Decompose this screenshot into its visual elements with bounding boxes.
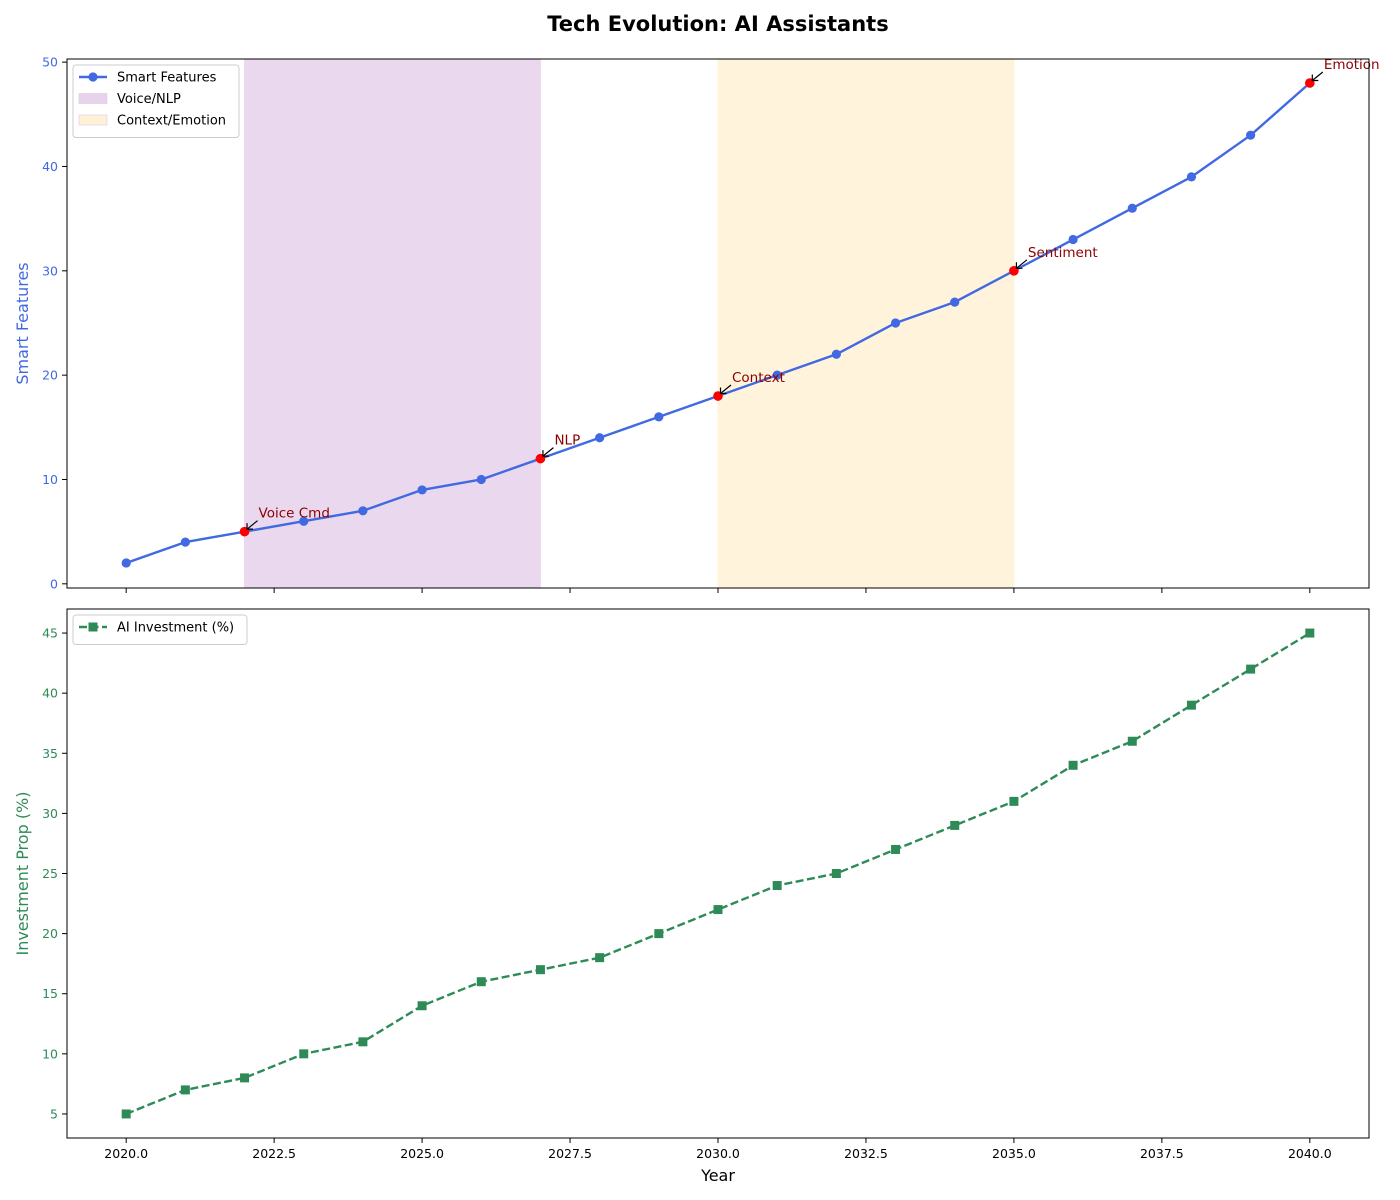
y-tick-label: 40 (42, 159, 58, 174)
data-point (476, 474, 486, 485)
data-point (950, 297, 960, 307)
data-point (358, 1037, 368, 1047)
data-point (1305, 628, 1315, 638)
legend-entry-2: Voice/NLP (78, 92, 181, 107)
data-point (1246, 130, 1256, 140)
legend-box (72, 614, 248, 645)
data-point (417, 1001, 427, 1011)
data-point (1186, 172, 1197, 182)
annotation-arrow (1015, 259, 1028, 269)
data-point (535, 965, 545, 975)
annotation-arrow (246, 520, 258, 530)
legend-label: Voice/NLP (117, 92, 181, 107)
annotation-label: NLP (554, 433, 580, 449)
legend-box (72, 64, 240, 138)
x-tick-label: 2040.0 (1288, 1146, 1332, 1161)
data-point (654, 929, 664, 939)
x-tick-label: 2035.0 (992, 1146, 1036, 1161)
y-tick-label: 10 (42, 1046, 58, 1061)
axes-frame (66, 58, 1370, 589)
data-point (299, 516, 309, 526)
y-tick-label: 20 (42, 368, 58, 383)
y-tick-label: 10 (42, 472, 58, 487)
x-tick-label: 2037.5 (1140, 1146, 1184, 1161)
legend-entry-1: AI Investment (%) (79, 621, 234, 636)
legend-label: Smart Features (117, 71, 217, 86)
x-tick-label: 2020.0 (104, 1146, 148, 1161)
y-tick-label: 40 (42, 686, 58, 701)
y-axis-label: Smart Features (13, 262, 32, 384)
y-tick-label: 15 (42, 986, 58, 1001)
data-point (476, 977, 486, 987)
legend-label: Context/Emotion (117, 114, 226, 129)
y-tick-label: 20 (42, 926, 58, 941)
data-point (417, 485, 427, 495)
annotation-arrow (1311, 71, 1324, 82)
x-tick-label: 2022.5 (252, 1146, 296, 1161)
y-axis-label: Investment Prop (%) (13, 791, 32, 955)
data-point (1068, 234, 1078, 245)
data-point (654, 412, 664, 422)
y-tick-label: 35 (42, 746, 58, 761)
series-line-1 (125, 632, 1311, 1116)
smart-features-panel: 0 10 20 30 40 50 Smart Features Voice Cmd NLP Con… (13, 55, 1380, 593)
legend-entry-1: Smart Features (79, 71, 217, 86)
annotation-label: Context (732, 370, 785, 386)
annotation-label: Voice Cmd (259, 506, 330, 522)
data-point (180, 1085, 190, 1095)
data-point (831, 349, 841, 359)
investment-panel: 5 10 15 20 25 30 35 40 45 2020.0 2022.5 2025.0 2027.… (13, 608, 1370, 1185)
axes-frame (66, 608, 1370, 1139)
data-point (1186, 700, 1196, 710)
data-point (595, 953, 605, 963)
annotation-arrow (719, 384, 732, 395)
legend-marker (88, 72, 98, 82)
data-point (121, 1109, 131, 1119)
data-point (1127, 203, 1137, 213)
shaded-region-2 (717, 58, 1015, 589)
data-point (121, 558, 131, 568)
legend: Smart Features Voice/NLP Context/Emotion (72, 64, 240, 138)
legend-patch (78, 93, 108, 104)
data-point (595, 433, 605, 443)
y-tick-label: 50 (42, 55, 58, 70)
data-point (772, 370, 782, 380)
y-tick-label: 45 (42, 626, 58, 641)
legend-label: AI Investment (%) (117, 621, 234, 636)
data-point (950, 820, 960, 830)
data-point (1127, 736, 1137, 746)
x-tick-label: 2030.0 (696, 1146, 740, 1161)
data-point (1246, 664, 1256, 674)
legend-entry-3: Context/Emotion (78, 114, 226, 129)
data-point (831, 869, 841, 878)
annotation-label: Emotion (1324, 57, 1380, 73)
y-tick-label: 30 (42, 263, 58, 278)
figure-title: Tech Evolution: AI Assistants (547, 12, 888, 36)
x-axis-label: Year (700, 1166, 735, 1185)
data-point (358, 506, 368, 516)
y-tick-label: 25 (42, 866, 58, 881)
data-point (1068, 760, 1078, 770)
data-point (891, 844, 901, 854)
legend-marker (88, 622, 98, 632)
data-point (890, 318, 901, 328)
data-point (299, 1049, 309, 1059)
annotation-label: Sentiment (1028, 245, 1098, 261)
data-point (180, 537, 190, 547)
data-point (240, 1073, 250, 1083)
legend-patch (78, 114, 108, 126)
data-point (713, 905, 723, 915)
x-tick-label: 2027.5 (548, 1146, 592, 1161)
data-point (772, 881, 782, 891)
x-tick-label: 2025.0 (400, 1146, 444, 1161)
y-tick-label: 30 (42, 806, 58, 821)
y-tick-label: 0 (50, 576, 58, 591)
x-tick-label: 2032.5 (844, 1146, 888, 1161)
y-tick-label: 5 (50, 1106, 58, 1121)
legend: AI Investment (%) (72, 614, 248, 645)
annotation-arrow (542, 447, 554, 457)
data-point (1009, 796, 1019, 806)
